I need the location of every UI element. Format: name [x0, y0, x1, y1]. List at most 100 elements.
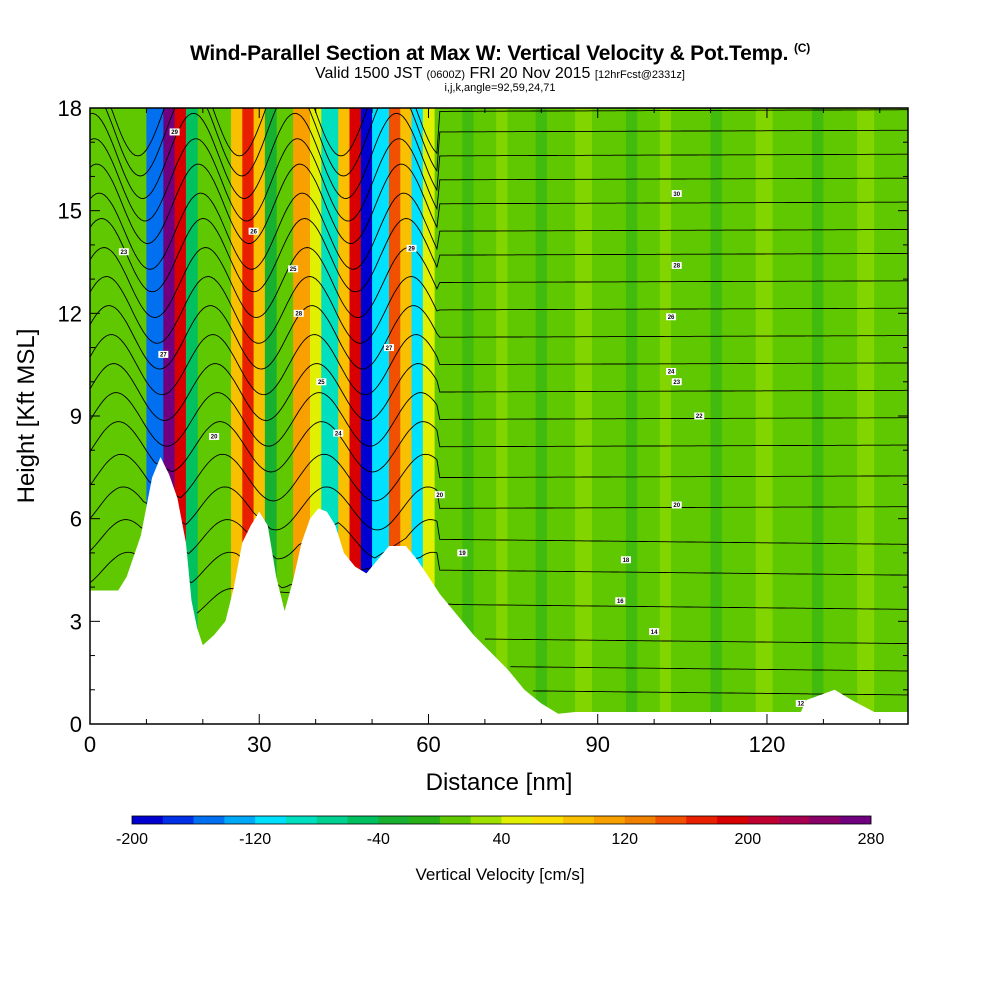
contour-label: 19 — [459, 551, 466, 557]
colorbar-swatch — [717, 816, 749, 824]
field-streak — [496, 108, 508, 724]
colorbar-swatch — [193, 816, 225, 824]
theta-contour — [90, 551, 908, 589]
x-tick-label: 30 — [247, 732, 271, 757]
contour-label: 18 — [623, 558, 630, 564]
colorbar-swatch — [285, 816, 318, 824]
colorbar-swatch — [593, 816, 625, 824]
contour-label-box — [316, 378, 327, 386]
contour-label-box — [406, 244, 417, 252]
terrain — [90, 457, 908, 724]
axes: 0 30 60 90 120 0 3 6 9 12 15 18 — [58, 96, 908, 757]
velocity-band — [411, 108, 424, 724]
velocity-band — [163, 108, 176, 724]
velocity-band — [185, 108, 198, 724]
y-tick-label: 18 — [58, 96, 82, 121]
velocity-band — [388, 108, 401, 724]
chart-title-block: Wind-Parallel Section at Max W: Vertical… — [0, 36, 1000, 94]
colorbar-label: -40 — [367, 831, 390, 848]
field-streak — [625, 108, 638, 724]
contour-label: 28 — [295, 312, 302, 318]
contour-label-box — [671, 378, 682, 386]
theta-contour — [90, 453, 908, 502]
contour-label: 14 — [651, 630, 658, 636]
colorbar-swatch — [378, 816, 410, 824]
contour-label-box — [457, 549, 468, 557]
colorbar-swatch — [532, 816, 564, 824]
colorbar-swatch — [470, 816, 502, 824]
theta-contour — [90, 276, 908, 344]
theta-contour — [110, 108, 908, 157]
theta-contour — [510, 666, 908, 672]
colorbar-swatch — [316, 816, 348, 824]
field-streak — [535, 108, 547, 724]
contour-label: 24 — [668, 370, 675, 376]
y-tick-label: 0 — [70, 712, 82, 737]
contour-label-box — [694, 412, 705, 420]
y-tick-label: 12 — [58, 301, 82, 326]
chart-title-text: Wind-Parallel Section at Max W: Vertical… — [189, 42, 789, 65]
contour-label-box — [620, 556, 631, 564]
theta-contour — [90, 138, 908, 222]
velocity-band — [174, 108, 187, 724]
velocity-band — [253, 108, 266, 724]
colorbar-swatch — [563, 816, 595, 824]
field-streak — [462, 108, 474, 724]
contour-label: 23 — [121, 250, 128, 256]
contour-label: 24 — [335, 431, 342, 437]
colorbar-swatch — [255, 816, 287, 824]
theta-contour — [90, 218, 908, 293]
velocity-band — [349, 108, 362, 724]
x-tick-label: 90 — [585, 732, 609, 757]
contour-label-box — [649, 628, 660, 636]
field-streak — [812, 108, 824, 724]
colorbar-label: 280 — [858, 831, 885, 848]
field-streak — [659, 108, 672, 724]
colorbar-swatch — [840, 816, 872, 824]
theta-contour — [90, 305, 908, 370]
colorbar-swatch — [347, 816, 379, 824]
contour-label-box — [288, 265, 299, 273]
contour-label-box — [158, 350, 169, 358]
colorbar-title: Vertical Velocity [cm/s] — [415, 865, 584, 884]
colorbar-swatch — [501, 816, 533, 824]
x-axis-title: Distance [nm] — [426, 769, 573, 796]
theta-contour — [90, 247, 908, 319]
chart-title: Wind-Parallel Section at Max W: Vertical… — [0, 36, 1000, 66]
colorbar-swatch — [162, 816, 194, 824]
contour-label: 27 — [386, 346, 393, 352]
contour-label: 30 — [673, 192, 680, 198]
velocity-band — [264, 108, 277, 724]
field-streak — [575, 108, 593, 724]
contour-label: 27 — [160, 353, 167, 359]
contour-label-box — [671, 190, 682, 198]
chart-subtitle: Valid 1500 JST (0600Z) FRI 20 Nov 2015 [… — [0, 66, 1000, 83]
contour-label: 29 — [171, 130, 178, 136]
terrain-mask — [90, 457, 908, 724]
theta-contour — [90, 112, 908, 199]
colorbar-swatch — [224, 816, 256, 824]
x-tick-label: 60 — [416, 732, 440, 757]
contour-label-box — [615, 597, 626, 605]
velocity-band — [310, 108, 322, 724]
contour-label: 25 — [290, 267, 297, 273]
subtitle-valid: Valid 1500 JST — [315, 65, 423, 82]
x-tick-label: 0 — [84, 732, 96, 757]
field-streak — [710, 108, 722, 724]
contour-label: 25 — [318, 380, 325, 386]
velocity-band — [231, 108, 243, 724]
colorbar-label: 120 — [611, 831, 638, 848]
contour-label-box — [434, 491, 445, 499]
colorbar-swatch — [809, 816, 841, 824]
contour-label: 22 — [696, 414, 703, 420]
velocity-field — [90, 108, 908, 724]
y-tick-label: 9 — [70, 404, 82, 429]
y-tick-label: 3 — [70, 609, 82, 634]
contour-label-box — [671, 501, 682, 509]
contour-label: 20 — [673, 503, 680, 509]
contour-label: 26 — [668, 315, 675, 321]
colorbar-swatch — [778, 816, 810, 824]
contour-label-box — [248, 227, 259, 235]
velocity-band — [422, 108, 435, 724]
